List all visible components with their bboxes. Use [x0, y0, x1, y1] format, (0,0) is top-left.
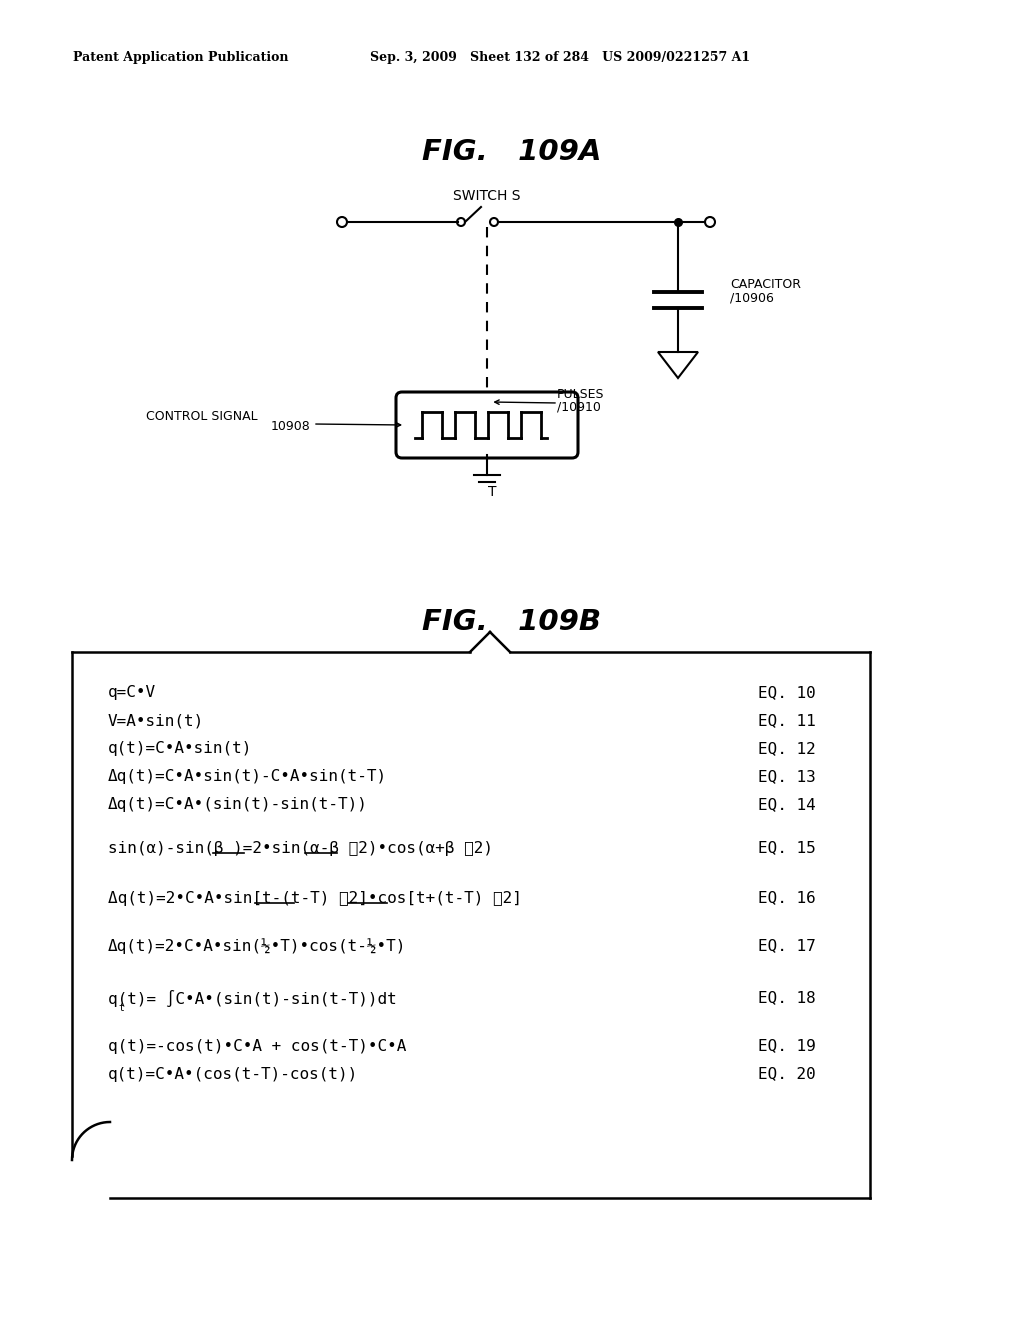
FancyBboxPatch shape [396, 392, 578, 458]
Text: V=A•sin(t): V=A•sin(t) [108, 714, 204, 729]
Text: EQ. 20: EQ. 20 [758, 1067, 816, 1081]
Text: EQ. 10: EQ. 10 [758, 685, 816, 701]
Text: EQ. 17: EQ. 17 [758, 939, 816, 953]
Text: EQ. 11: EQ. 11 [758, 714, 816, 729]
Text: q(t)=-cos(t)•C•A + cos(t-T)•C•A: q(t)=-cos(t)•C•A + cos(t-T)•C•A [108, 1039, 407, 1053]
Text: FIG.   109B: FIG. 109B [423, 609, 601, 636]
Text: EQ. 15: EQ. 15 [758, 841, 816, 855]
Text: Patent Application Publication: Patent Application Publication [73, 50, 289, 63]
Text: EQ. 14: EQ. 14 [758, 797, 816, 813]
Text: EQ. 19: EQ. 19 [758, 1039, 816, 1053]
Text: q=C•V: q=C•V [108, 685, 156, 701]
Text: SWITCH S: SWITCH S [454, 189, 521, 203]
Text: q(t)=C•A•sin(t): q(t)=C•A•sin(t) [108, 742, 252, 756]
Text: EQ. 13: EQ. 13 [758, 770, 816, 784]
Text: FIG.   109A: FIG. 109A [422, 139, 602, 166]
Text: CAPACITOR: CAPACITOR [730, 277, 801, 290]
Text: q(t)=C•A•(cos(t-T)-cos(t)): q(t)=C•A•(cos(t-T)-cos(t)) [108, 1067, 358, 1081]
Text: EQ. 12: EQ. 12 [758, 742, 816, 756]
Text: CONTROL SIGNAL: CONTROL SIGNAL [146, 409, 258, 422]
Text: Δq(t)=2•C•A•sin(½•T)•cos(t-½•T): Δq(t)=2•C•A•sin(½•T)•cos(t-½•T) [108, 939, 407, 954]
Text: Δq(t)=C•A•(sin(t)-sin(t-T)): Δq(t)=C•A•(sin(t)-sin(t-T)) [108, 797, 368, 813]
Text: EQ. 16: EQ. 16 [758, 891, 816, 906]
Text: Δq(t)=C•A•sin(t)-C•A•sin(t-T): Δq(t)=C•A•sin(t)-C•A•sin(t-T) [108, 770, 387, 784]
Text: EQ. 18: EQ. 18 [758, 990, 816, 1006]
Text: sin(α)-sin(β )=2•sin(α-β ⁄2)•cos(α+β ⁄2): sin(α)-sin(β )=2•sin(α-β ⁄2)•cos(α+β ⁄2) [108, 841, 493, 855]
Text: 10908: 10908 [270, 421, 310, 433]
Text: q(t)= ∫C•A•(sin(t)-sin(t-T))dt: q(t)= ∫C•A•(sin(t)-sin(t-T))dt [108, 990, 396, 1007]
Text: Sep. 3, 2009   Sheet 132 of 284   US 2009/0221257 A1: Sep. 3, 2009 Sheet 132 of 284 US 2009/02… [370, 50, 751, 63]
Text: T: T [487, 484, 497, 499]
Text: /10910: /10910 [557, 400, 601, 413]
Text: /10906: /10906 [730, 292, 774, 305]
Text: t: t [118, 1003, 124, 1012]
Text: Δq(t)=2•C•A•sin[t-(t-T) ⁄2]•cos[t+(t-T) ⁄2]: Δq(t)=2•C•A•sin[t-(t-T) ⁄2]•cos[t+(t-T) … [108, 891, 522, 906]
Text: PULSES: PULSES [557, 388, 604, 400]
